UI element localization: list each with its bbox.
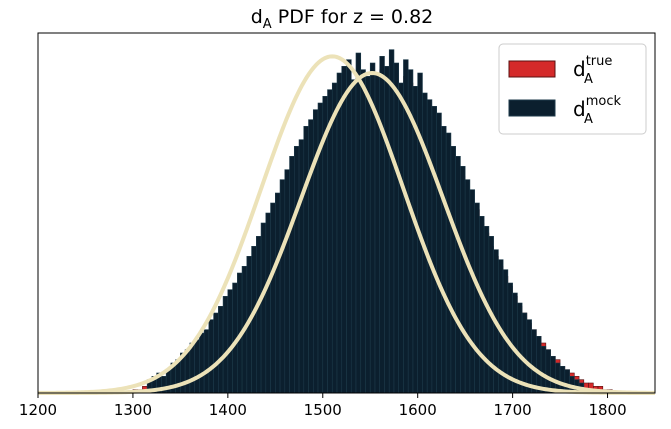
mock-histogram-bar: [275, 192, 281, 394]
mock-histogram-bar: [251, 246, 257, 394]
mock-histogram-bar: [464, 179, 471, 394]
legend-swatch-mock: [508, 99, 556, 117]
mock-histogram-bar: [517, 302, 523, 394]
mock-histogram-bar: [479, 216, 485, 394]
mock-histogram-bar: [284, 169, 290, 394]
mock-histogram-bar: [260, 222, 267, 394]
mock-histogram-bar: [436, 112, 442, 394]
mock-histogram-bar: [536, 336, 542, 394]
legend-mock-sub: A: [584, 112, 593, 127]
mock-histogram-bar: [455, 156, 461, 394]
mock-histogram-bar: [431, 106, 437, 394]
mock-histogram-bar: [350, 79, 357, 394]
mock-histogram-bar: [355, 52, 362, 394]
mock-gaussian-fit-line: [37, 54, 656, 395]
legend-true-sub: A: [584, 72, 593, 87]
mock-histogram-bar: [184, 349, 191, 394]
mock-histogram-bar: [189, 342, 195, 394]
mock-histogram-bar: [303, 126, 309, 394]
mock-histogram-bar: [265, 212, 271, 394]
mock-histogram-bar: [327, 89, 333, 394]
mock-histogram-bar: [450, 146, 456, 394]
x-tick-label: 1300: [114, 401, 152, 419]
mock-histogram-bar: [445, 132, 452, 394]
title-rest: PDF for z = 0.82: [272, 6, 434, 28]
mock-histogram-bar: [559, 366, 566, 394]
title-main: d: [251, 6, 263, 28]
mock-histogram-bar: [426, 99, 433, 394]
mock-histogram-bar: [469, 189, 475, 394]
mock-histogram-bar: [550, 356, 556, 394]
mock-histogram-bar: [365, 76, 371, 394]
mock-histogram-bar: [531, 329, 537, 394]
mock-histogram-bar: [256, 236, 262, 394]
x-tick-label: 1800: [588, 401, 626, 419]
plot-frame: [37, 32, 656, 394]
mock-histogram-bar: [331, 82, 338, 394]
mock-histogram-bar: [289, 156, 295, 394]
mock-histogram-bar: [227, 289, 233, 394]
mock-histogram-bar: [298, 139, 305, 394]
mock-histogram-bar: [545, 349, 551, 394]
title-subscript: A: [263, 17, 272, 32]
mock-histogram-bar: [393, 62, 400, 394]
mock-histogram-bar: [521, 312, 528, 394]
mock-histogram-bar: [336, 72, 343, 394]
x-tick-label: 1600: [399, 401, 437, 419]
mock-histogram-bar: [341, 66, 347, 394]
legend-true-sup: true: [586, 54, 613, 69]
legend-true-base: d: [573, 57, 586, 81]
mock-histogram-bar: [379, 56, 385, 394]
mock-histogram-bar: [384, 66, 390, 394]
mock-histogram-bar: [555, 362, 561, 394]
mock-histogram-bar: [540, 346, 547, 394]
mock-histogram-bar: [203, 329, 210, 394]
mock-histogram-bar: [222, 296, 229, 394]
mock-histogram-bar: [279, 179, 286, 394]
mock-histogram-bar: [360, 69, 366, 394]
legend: dtrue A dmock A: [498, 43, 647, 135]
mock-histogram-bar: [346, 59, 352, 394]
x-tick-label: 1500: [304, 401, 342, 419]
mock-histogram-bar: [388, 49, 395, 394]
mock-histogram-bar: [474, 202, 480, 394]
mock-histogram-bar: [199, 332, 205, 394]
legend-mock-base: d: [573, 97, 586, 121]
mock-histogram-bar: [460, 166, 466, 394]
x-tick-label: 1400: [209, 401, 247, 419]
x-tick-label: 1700: [494, 401, 532, 419]
mock-histogram-bar: [208, 319, 214, 394]
legend-label-true: dtrue A: [573, 54, 612, 87]
mock-histogram-bar: [398, 82, 404, 394]
mock-histogram-bar: [441, 126, 447, 394]
gaussian-fit-curves: [37, 54, 656, 395]
x-axis: 1200 1300 1400 1500 1600 1700 1800: [19, 393, 627, 419]
legend-label-mock: dmock A: [573, 94, 621, 127]
mock-histogram-bar: [270, 202, 276, 394]
mock-histogram-bar: [293, 146, 300, 394]
mock-histogram-bar: [526, 319, 532, 394]
legend-swatch-true: [508, 60, 556, 78]
mock-histogram-bar: [308, 119, 314, 394]
x-tick-label: 1200: [19, 401, 57, 419]
chart-title: dA PDF for z = 0.82: [251, 6, 434, 32]
legend-mock-sup: mock: [586, 94, 622, 109]
mock-histogram-bar: [218, 306, 224, 394]
mock-histogram-bar: [194, 339, 200, 394]
true-gaussian-fit-line: [37, 71, 656, 395]
mock-histogram-bar: [213, 312, 219, 394]
